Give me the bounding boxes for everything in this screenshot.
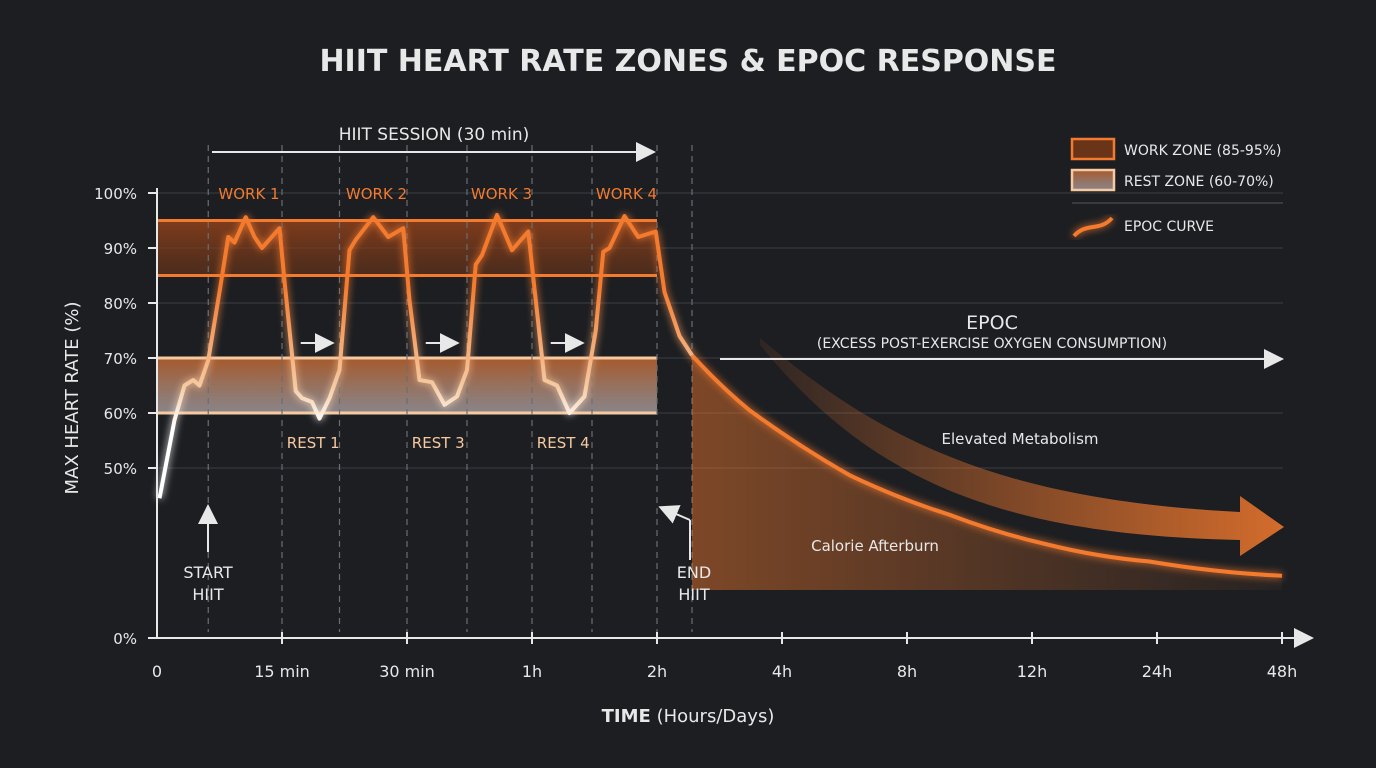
end-label-1: END [677,563,711,582]
rest-label: REST 1 [287,434,340,452]
x-axis-label-bold: TIME [602,706,651,727]
epoc-title: EPOC [966,312,1018,334]
work-label: WORK 3 [471,185,532,203]
calorie-afterburn-label: Calorie Afterburn [811,537,939,555]
end-arrow-head [658,505,691,524]
legend-epoc-swatch [1072,216,1114,238]
epoc-area [692,355,1282,590]
y-tick-label: 100% [94,185,137,203]
y-tick-label: 0% [113,630,137,648]
rest-label: REST 3 [412,434,465,452]
x-tick-label: 4h [772,662,792,681]
x-tick-label: 0 [152,662,162,681]
y-tick-label: 60% [104,405,137,423]
heart-rate-line [157,213,694,499]
x-axis-label: TIME (Hours/Days) [602,706,775,727]
phase-labels: WORK 1 WORK 2 WORK 3 WORK 4 REST 1 REST 3 REST… [218,185,657,452]
elevated-metabolism-arrow [760,338,1284,556]
legend-rest-label: REST ZONE (60-70%) [1124,174,1274,190]
x-tick-label: 30 min [379,662,435,681]
epoc-curve [690,353,1283,578]
y-tick-label: 90% [104,240,137,258]
legend-rest-swatch [1070,168,1116,192]
x-tick-label: 2h [647,662,667,681]
x-ticks: 0 15 min 30 min 1h 2h 4h 8h 12h 24h 48h [152,632,1297,681]
work-label: WORK 4 [596,185,657,203]
work-label: WORK 1 [218,185,279,203]
x-tick-label: 12h [1017,662,1048,681]
x-tick-label: 8h [897,662,917,681]
legend-work-label: WORK ZONE (85-95%) [1124,143,1282,159]
x-axis-label-rest: (Hours/Days) [657,706,775,727]
start-label-1: START [183,563,233,582]
session-label: HIIT SESSION (30 min) [339,125,530,145]
x-tick-label: 24h [1142,662,1173,681]
legend-epoc-label: EPOC CURVE [1124,219,1214,235]
y-tick-label: 70% [104,350,137,368]
legend: WORK ZONE (85-95%) REST ZONE (60-70%) EP… [1070,137,1283,238]
x-tick-label: 15 min [254,662,310,681]
y-ticks: 100% 90% 80% 70% 60% 50% 0% [94,185,157,648]
x-tick-label: 1h [522,662,542,681]
y-axis-label: MAX HEART RATE (%) [62,302,83,495]
work-label: WORK 2 [346,185,407,203]
y-tick-label: 80% [104,295,137,313]
chart-title: HIIT HEART RATE ZONES & EPOC RESPONSE [319,44,1056,79]
end-label-2: HIIT [678,585,709,604]
elevated-metabolism-label: Elevated Metabolism [941,430,1098,448]
start-label-2: HIIT [192,585,223,604]
rest-label: REST 4 [537,434,590,452]
x-tick-label: 48h [1267,662,1298,681]
epoc-subtitle: (EXCESS POST-EXERCISE OXYGEN CONSUMPTION… [817,336,1167,352]
y-tick-label: 50% [104,460,137,478]
legend-work-swatch [1070,137,1116,161]
